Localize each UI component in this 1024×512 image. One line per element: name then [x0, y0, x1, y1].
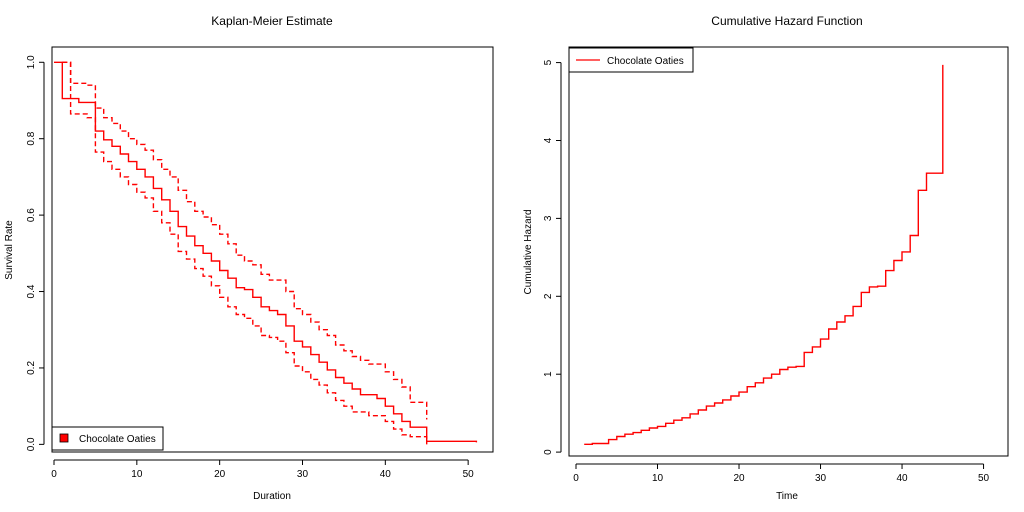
cumulative-hazard-y-label: Cumulative Hazard: [523, 209, 534, 294]
kaplan-meier-legend-label: Chocolate Oaties: [79, 434, 156, 445]
kaplan-meier-y-axis: 0.0 0.2 0.4 0.6 0.8 1.0: [26, 55, 45, 451]
km-x-tick-label: 0: [51, 469, 57, 480]
kaplan-meier-legend: Chocolate Oaties: [51, 426, 164, 451]
kaplan-meier-x-label: Duration: [253, 491, 291, 502]
kaplan-meier-plot-frame: [51, 46, 494, 453]
cumulative-hazard-y-axis: 0 1 2 3 4 5: [543, 59, 562, 455]
cumulative-hazard-x-label: Time: [776, 491, 798, 502]
ch-x-tick-label: 0: [573, 473, 579, 484]
kaplan-meier-y-label: Survival Rate: [4, 220, 15, 280]
kaplan-meier-legend-box: [51, 426, 164, 451]
km-x-tick-label: 30: [297, 469, 309, 480]
ch-y-tick-label: 2: [543, 293, 554, 299]
cumulative-hazard-x-axis: 0 10 20 30 40 50: [573, 463, 990, 484]
ch-y-tick-label: 4: [543, 137, 554, 143]
ch-x-tick-label: 40: [896, 473, 908, 484]
km-y-tick-label: 0.4: [26, 284, 37, 298]
cumulative-hazard-line: [584, 64, 944, 445]
ch-x-tick-label: 30: [815, 473, 827, 484]
ch-y-tick-label: 1: [543, 371, 554, 377]
kaplan-meier-x-axis: 0 10 20 30 40 50: [51, 459, 475, 480]
ch-y-tick-label: 3: [543, 215, 554, 221]
kaplan-meier-title: Kaplan-Meier Estimate: [211, 14, 333, 28]
ch-x-tick-label: 10: [652, 473, 664, 484]
kaplan-meier-upper-ci-line: [62, 61, 428, 420]
ch-x-tick-label: 20: [733, 473, 745, 484]
ch-y-tick-label: 5: [543, 59, 554, 65]
km-y-tick-label: 0.2: [26, 361, 37, 375]
km-y-tick-label: 0.0: [26, 437, 37, 451]
km-x-tick-label: 20: [214, 469, 226, 480]
cumulative-hazard-plot-frame: [568, 46, 1009, 457]
kaplan-meier-lines: [54, 61, 478, 443]
kaplan-meier-estimate-line: [54, 61, 478, 443]
kaplan-meier-lower-ci-line: [62, 61, 428, 445]
cumulative-hazard-lines: [584, 64, 944, 445]
km-x-tick-label: 10: [131, 469, 143, 480]
kaplan-meier-ci-lines: [62, 61, 428, 445]
km-y-tick-label: 1.0: [26, 55, 37, 69]
km-x-tick-label: 40: [380, 469, 392, 480]
km-x-tick-label: 50: [463, 469, 475, 480]
km-y-tick-label: 0.6: [26, 208, 37, 222]
kaplan-meier-panel: Kaplan-Meier Estimate 0 10 20 30 40 50 0.0 0.2…: [4, 14, 494, 502]
ch-x-tick-label: 50: [978, 473, 990, 484]
cumulative-hazard-legend-label: Chocolate Oaties: [607, 56, 684, 67]
ch-y-tick-label: 0: [543, 449, 554, 455]
cumulative-hazard-legend: Chocolate Oaties: [568, 47, 694, 73]
km-y-tick-label: 0.8: [26, 131, 37, 145]
kaplan-meier-legend-swatch: [59, 433, 69, 443]
cumulative-hazard-title: Cumulative Hazard Function: [711, 14, 862, 28]
cumulative-hazard-panel: Cumulative Hazard Function 0 10 20 30 40 50 0…: [523, 14, 1009, 502]
